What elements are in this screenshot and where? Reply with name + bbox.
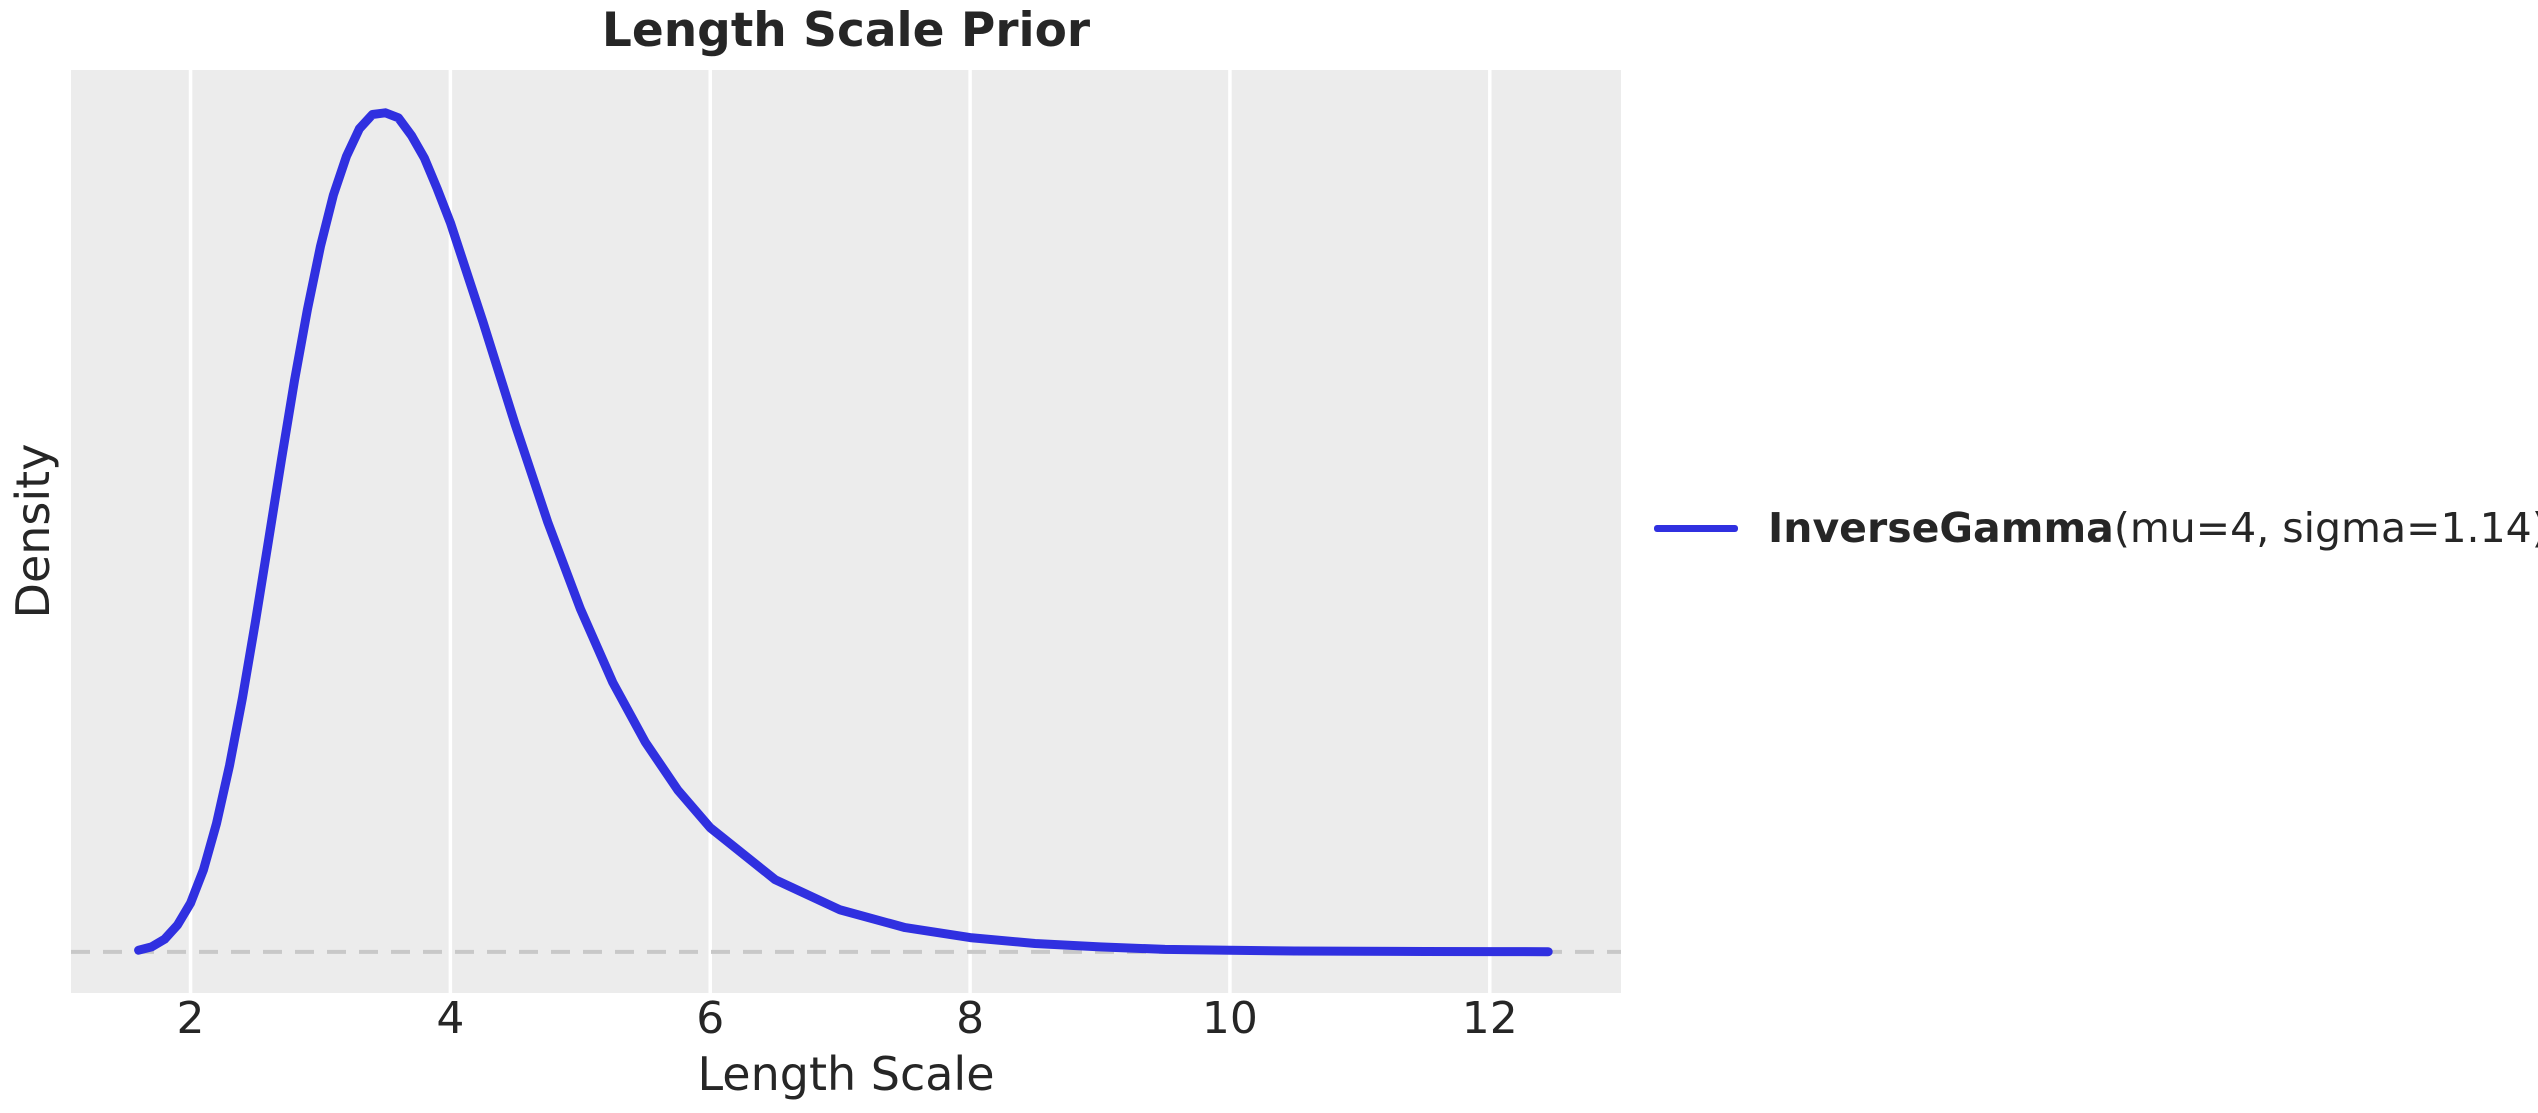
- chart-title: Length Scale Prior: [601, 3, 1091, 58]
- x-tick-label: 2: [176, 993, 205, 1044]
- x-tick-label: 8: [956, 993, 985, 1044]
- legend-label-distribution: InverseGamma: [1768, 504, 2114, 552]
- plot-canvas: [71, 70, 1621, 993]
- x-tick-label: 12: [1461, 993, 1518, 1044]
- density-curve: [134, 108, 1553, 957]
- x-axis-ticks: 2 4 6 8 10 12: [71, 995, 1621, 1045]
- legend-line-sample: [1654, 524, 1738, 532]
- x-tick-label: 4: [436, 993, 465, 1044]
- x-tick-label: 6: [696, 993, 725, 1044]
- y-axis-label: Density: [6, 443, 60, 619]
- legend-label: InverseGamma(mu=4, sigma=1.14): [1768, 504, 2538, 552]
- legend-label-params: (mu=4, sigma=1.14): [2113, 504, 2538, 552]
- plot-area: [71, 70, 1621, 993]
- x-tick-label: 10: [1201, 993, 1258, 1044]
- x-axis-label: Length Scale: [697, 1047, 995, 1101]
- legend: InverseGamma(mu=4, sigma=1.14): [1654, 504, 2538, 552]
